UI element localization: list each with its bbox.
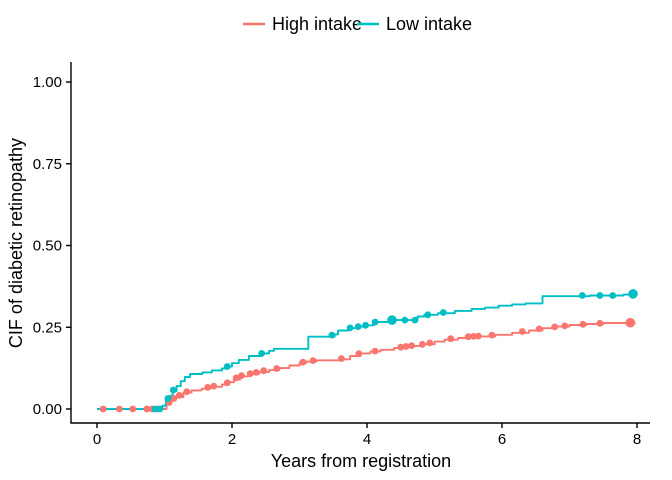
high-intake-marker-dot xyxy=(426,339,434,347)
high-intake-marker-dot xyxy=(252,369,260,376)
high-intake-marker-dot xyxy=(561,322,569,330)
y-axis-title: CIF of diabetic retinopathy xyxy=(6,138,26,348)
y-tick-label: 0.00 xyxy=(33,401,62,418)
high-intake-marker-dot xyxy=(232,374,240,382)
x-tick-label: 8 xyxy=(633,431,641,448)
high-intake-end-marker-dot xyxy=(625,317,636,328)
series-group xyxy=(97,289,638,413)
high-intake-marker-dot xyxy=(175,391,183,399)
high-intake-marker-dot xyxy=(223,379,231,387)
low-intake-marker-dot xyxy=(596,292,604,299)
high-intake-marker-dot xyxy=(260,367,268,375)
high-intake-marker-dot xyxy=(129,405,137,413)
low-intake-marker-dot xyxy=(328,331,336,339)
x-tick-label: 0 xyxy=(93,431,101,448)
low-intake-marker-dot xyxy=(258,350,266,357)
low-intake-marker-dot xyxy=(424,311,432,319)
high-intake-marker-dot xyxy=(210,382,218,390)
high-intake-marker-dot xyxy=(238,372,245,379)
x-tick-label: 2 xyxy=(228,431,236,448)
high-intake-marker-dot xyxy=(143,405,151,413)
x-axis-title: Years from registration xyxy=(271,451,451,471)
x-tick-label: 6 xyxy=(498,431,506,448)
high-intake-marker-dot xyxy=(99,405,107,413)
high-intake-marker-dot xyxy=(447,335,455,343)
high-intake-marker-dot xyxy=(464,333,472,341)
low-intake-marker-dot xyxy=(411,316,419,324)
legend-item: Low intake xyxy=(357,14,472,34)
high-intake-marker-dot xyxy=(419,340,426,348)
high-intake-marker-dot xyxy=(371,347,379,355)
legend-item: High intake xyxy=(243,14,362,34)
low-intake-marker-dot xyxy=(401,316,409,324)
low-intake-marker-dot xyxy=(362,321,369,329)
y-tick-label: 0.50 xyxy=(33,238,62,255)
low-intake-marker-dot xyxy=(156,405,164,413)
high-intake-marker-dot xyxy=(596,319,604,327)
high-intake-marker-dot xyxy=(470,333,477,340)
low-intake-marker-dot xyxy=(354,323,362,330)
legend-label: Low intake xyxy=(386,14,472,34)
high-intake-marker-dot xyxy=(183,388,191,396)
low-intake-end-marker-dot xyxy=(387,315,397,325)
y-tick-label: 0.25 xyxy=(33,319,62,336)
high-intake-marker-dot xyxy=(475,332,482,340)
low-intake-marker-dot xyxy=(371,318,379,326)
high-intake-marker-dot xyxy=(535,325,543,333)
high-intake-marker-dot xyxy=(273,365,280,372)
low-intake-marker-dot xyxy=(169,386,177,394)
low-intake-marker-dot xyxy=(346,324,354,332)
high-intake-marker-dot xyxy=(579,320,587,328)
high-intake-marker-dot xyxy=(170,395,178,402)
high-intake-marker-dot xyxy=(115,405,123,413)
low-intake-marker-dot xyxy=(164,395,172,402)
y-tick-label: 0.75 xyxy=(33,156,62,173)
high-intake-marker-dot xyxy=(402,343,410,350)
high-intake-marker-dot xyxy=(204,384,212,391)
axes-group: 0 2 4 6 8 0.00 0.25 0.50 0.75 1.00 xyxy=(33,62,650,448)
y-tick-label: 1.00 xyxy=(33,74,62,91)
x-tick-label: 4 xyxy=(363,431,371,448)
legend-group: High intake Low intake xyxy=(243,14,472,34)
high-intake-marker-dot xyxy=(355,350,363,358)
low-intake-marker-dot xyxy=(578,292,586,299)
low-intake-marker-dot xyxy=(151,405,159,413)
low-intake-marker-dot xyxy=(223,363,231,370)
low-intake-curve xyxy=(97,293,634,410)
high-intake-marker-dot xyxy=(338,355,345,362)
high-intake-marker-dot xyxy=(488,331,496,339)
low-intake-marker-dot xyxy=(439,309,447,316)
high-intake-marker-dot xyxy=(299,358,307,366)
high-intake-marker-dot xyxy=(246,370,254,378)
high-intake-marker-dot xyxy=(551,323,559,331)
low-intake-end-marker-dot xyxy=(628,289,638,299)
high-intake-marker-dot xyxy=(397,343,405,351)
high-intake-marker-dot xyxy=(309,357,317,364)
high-intake-marker-dot xyxy=(518,328,526,335)
low-intake-marker-dot xyxy=(609,292,617,299)
high-intake-marker-dot xyxy=(408,342,415,349)
legend-label: High intake xyxy=(272,14,362,34)
